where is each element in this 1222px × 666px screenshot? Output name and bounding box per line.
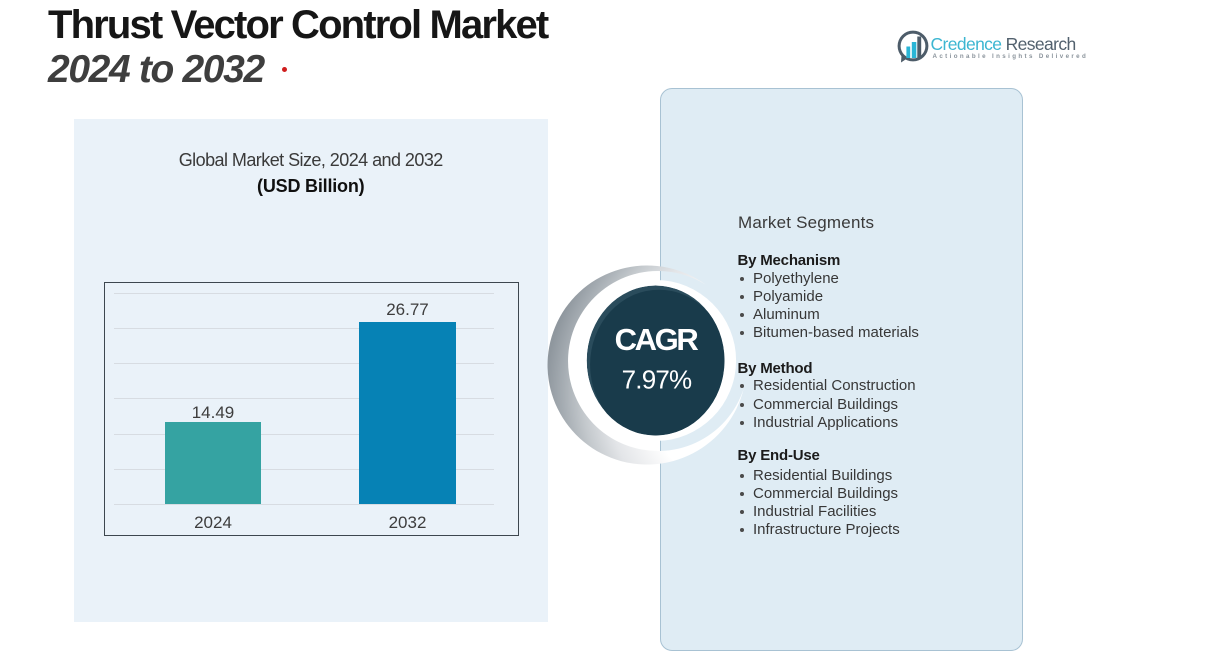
svg-text:CAGR: CAGR bbox=[615, 322, 699, 357]
svg-text:7.97%: 7.97% bbox=[622, 364, 692, 394]
